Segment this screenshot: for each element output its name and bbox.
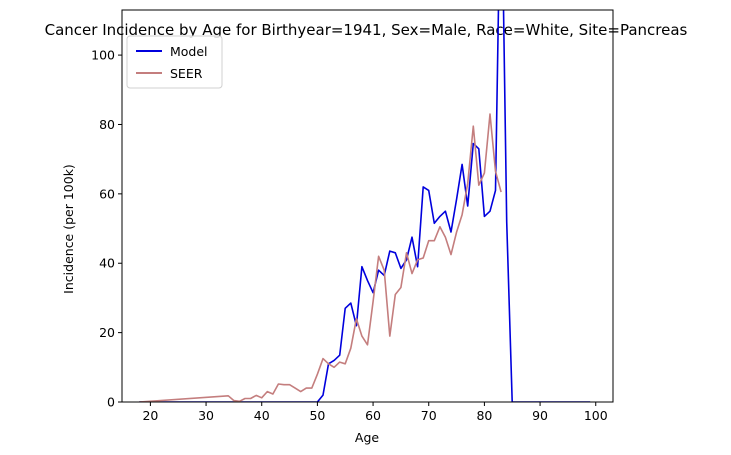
y-tick-label: 40 [99, 256, 115, 271]
x-tick-label: 30 [198, 408, 214, 423]
y-axis: 0 20 40 60 80 100 [91, 48, 122, 410]
x-tick-label: 40 [254, 408, 270, 423]
series-layer [139, 10, 591, 402]
y-axis-label: Incidence (per 100k) [61, 164, 76, 294]
x-tick-label: 70 [421, 408, 437, 423]
y-tick-label: 20 [99, 325, 115, 340]
x-tick-label: 80 [476, 408, 492, 423]
x-tick-label: 90 [532, 408, 548, 423]
y-tick-label: 60 [99, 186, 115, 201]
y-tick-label: 80 [99, 117, 115, 132]
x-tick-label: 20 [142, 408, 158, 423]
y-tick-label: 0 [107, 395, 115, 410]
x-axis-label: Age [355, 430, 379, 445]
x-tick-label: 50 [309, 408, 325, 423]
series-line-model [139, 10, 591, 402]
legend-label-seer: SEER [170, 66, 203, 81]
legend: Model SEER [126, 35, 223, 89]
y-tick-label: 100 [91, 48, 115, 63]
legend-box [126, 35, 223, 89]
x-axis: 20 30 40 50 60 70 80 90 100 [142, 402, 608, 423]
series-line-seer [139, 113, 502, 402]
x-tick-label: 60 [365, 408, 381, 423]
chart-title: Cancer Incidence by Age for Birthyear=19… [45, 21, 688, 39]
legend-label-model: Model [170, 44, 208, 59]
x-tick-label: 100 [584, 408, 608, 423]
plot-area [121, 9, 614, 403]
